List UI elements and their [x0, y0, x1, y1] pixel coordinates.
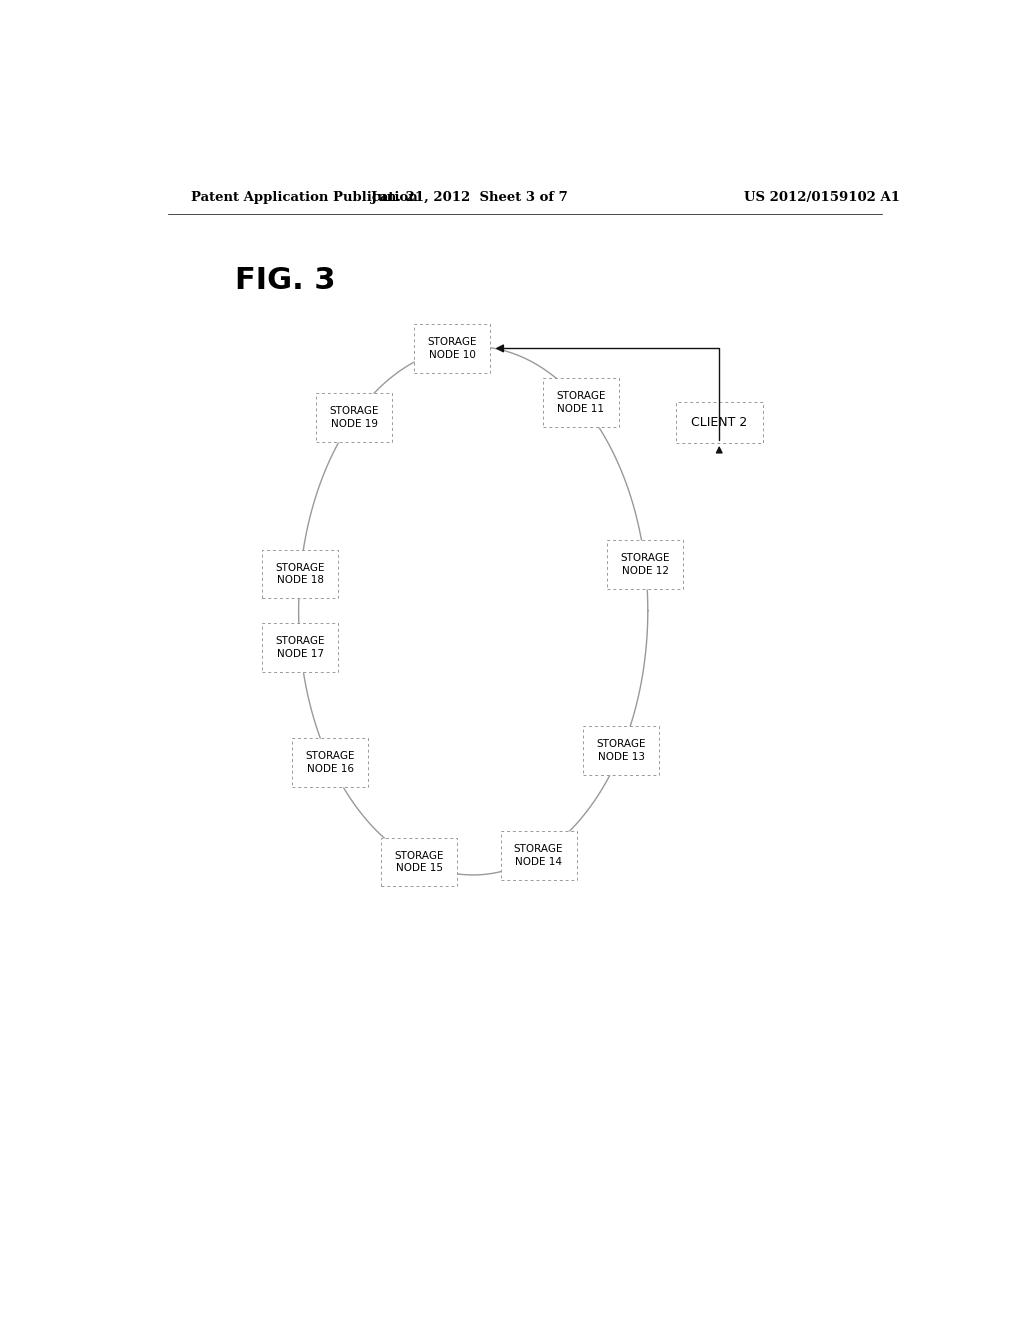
Text: CLIENT 2: CLIENT 2: [691, 416, 748, 429]
Text: FIG. 3: FIG. 3: [236, 265, 336, 294]
Text: STORAGE
NODE 16: STORAGE NODE 16: [305, 751, 355, 774]
Text: STORAGE
NODE 19: STORAGE NODE 19: [330, 407, 379, 429]
FancyBboxPatch shape: [543, 378, 618, 426]
FancyBboxPatch shape: [262, 549, 338, 598]
FancyBboxPatch shape: [676, 403, 763, 444]
Text: Jun. 21, 2012  Sheet 3 of 7: Jun. 21, 2012 Sheet 3 of 7: [371, 190, 567, 203]
FancyBboxPatch shape: [414, 323, 490, 372]
FancyBboxPatch shape: [292, 738, 369, 787]
Text: Patent Application Publication: Patent Application Publication: [191, 190, 418, 203]
Text: STORAGE
NODE 18: STORAGE NODE 18: [275, 562, 325, 585]
FancyBboxPatch shape: [381, 838, 458, 887]
Text: STORAGE
NODE 14: STORAGE NODE 14: [514, 845, 563, 867]
Text: STORAGE
NODE 15: STORAGE NODE 15: [394, 850, 444, 874]
FancyBboxPatch shape: [262, 623, 338, 672]
Text: US 2012/0159102 A1: US 2012/0159102 A1: [744, 190, 900, 203]
Text: STORAGE
NODE 10: STORAGE NODE 10: [427, 337, 477, 360]
FancyBboxPatch shape: [607, 540, 683, 589]
Text: STORAGE
NODE 12: STORAGE NODE 12: [621, 553, 670, 577]
FancyBboxPatch shape: [584, 726, 659, 775]
Text: STORAGE
NODE 11: STORAGE NODE 11: [556, 391, 605, 414]
FancyBboxPatch shape: [501, 832, 577, 880]
FancyBboxPatch shape: [316, 393, 392, 442]
Text: STORAGE
NODE 13: STORAGE NODE 13: [597, 739, 646, 762]
Text: STORAGE
NODE 17: STORAGE NODE 17: [275, 636, 325, 659]
